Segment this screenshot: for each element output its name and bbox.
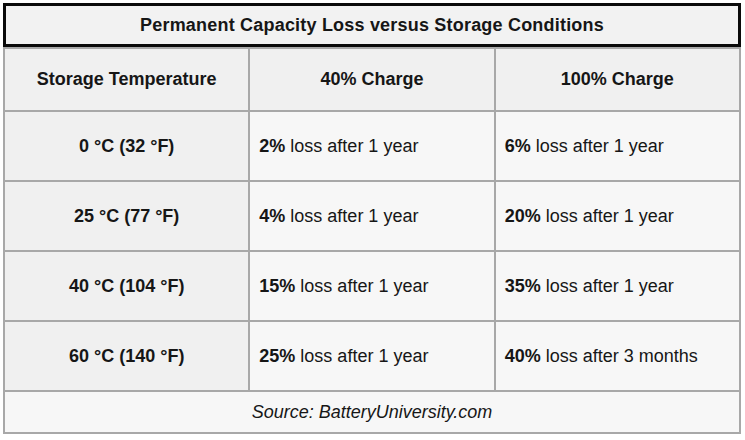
temperature-cell: 60 °C (140 °F) — [4, 321, 249, 391]
loss-percentage: 40% — [505, 346, 541, 366]
loss-percentage: 20% — [505, 206, 541, 226]
storage-conditions-grid: Storage Temperature 40% Charge 100% Char… — [3, 47, 741, 434]
table-row: 0 °C (32 °F) 2% loss after 1 year 6% los… — [4, 111, 740, 181]
loss-percentage: 25% — [259, 346, 295, 366]
temperature-cell: 40 °C (104 °F) — [4, 251, 249, 321]
loss-40-charge-cell: 25% loss after 1 year — [249, 321, 494, 391]
table-row: 60 °C (140 °F) 25% loss after 1 year 40%… — [4, 321, 740, 391]
table-title-box: Permanent Capacity Loss versus Storage C… — [3, 3, 741, 47]
footer-row: Source: BatteryUniversity.com — [4, 391, 740, 433]
loss-percentage: 4% — [259, 206, 285, 226]
loss-40-charge-cell: 15% loss after 1 year — [249, 251, 494, 321]
loss-percentage: 35% — [505, 276, 541, 296]
loss-100-charge-cell: 35% loss after 1 year — [495, 251, 740, 321]
column-header-40-charge: 40% Charge — [249, 48, 494, 111]
loss-percentage: 2% — [259, 136, 285, 156]
loss-description: loss after 3 months — [541, 346, 698, 366]
loss-description: loss after 1 year — [531, 136, 664, 156]
loss-40-charge-cell: 4% loss after 1 year — [249, 181, 494, 251]
column-header-100-charge: 100% Charge — [495, 48, 740, 111]
loss-description: loss after 1 year — [541, 276, 674, 296]
loss-100-charge-cell: 40% loss after 3 months — [495, 321, 740, 391]
table-title: Permanent Capacity Loss versus Storage C… — [140, 15, 604, 36]
loss-description: loss after 1 year — [285, 136, 418, 156]
column-header-storage-temperature: Storage Temperature — [4, 48, 249, 111]
loss-40-charge-cell: 2% loss after 1 year — [249, 111, 494, 181]
capacity-loss-table: Permanent Capacity Loss versus Storage C… — [3, 3, 741, 436]
source-attribution: Source: BatteryUniversity.com — [4, 391, 740, 433]
loss-100-charge-cell: 20% loss after 1 year — [495, 181, 740, 251]
header-row: Storage Temperature 40% Charge 100% Char… — [4, 48, 740, 111]
loss-percentage: 6% — [505, 136, 531, 156]
temperature-cell: 0 °C (32 °F) — [4, 111, 249, 181]
loss-description: loss after 1 year — [295, 276, 428, 296]
loss-description: loss after 1 year — [285, 206, 418, 226]
loss-description: loss after 1 year — [295, 346, 428, 366]
temperature-cell: 25 °C (77 °F) — [4, 181, 249, 251]
table-row: 40 °C (104 °F) 15% loss after 1 year 35%… — [4, 251, 740, 321]
loss-percentage: 15% — [259, 276, 295, 296]
loss-description: loss after 1 year — [541, 206, 674, 226]
loss-100-charge-cell: 6% loss after 1 year — [495, 111, 740, 181]
table-row: 25 °C (77 °F) 4% loss after 1 year 20% l… — [4, 181, 740, 251]
